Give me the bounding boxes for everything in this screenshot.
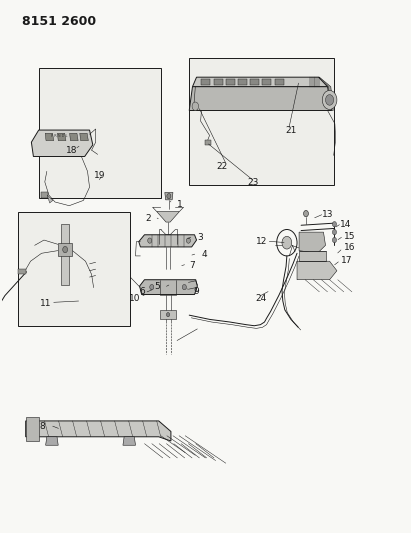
Bar bbox=[18, 212, 130, 326]
Polygon shape bbox=[58, 133, 66, 141]
Polygon shape bbox=[139, 235, 196, 247]
Polygon shape bbox=[275, 79, 284, 85]
Text: 22: 22 bbox=[216, 161, 227, 171]
Text: 15: 15 bbox=[344, 232, 356, 241]
Polygon shape bbox=[238, 79, 247, 85]
Text: 2: 2 bbox=[146, 214, 151, 223]
Text: 3: 3 bbox=[198, 233, 203, 242]
Polygon shape bbox=[299, 232, 326, 253]
Text: 16: 16 bbox=[344, 244, 356, 253]
Text: 17: 17 bbox=[341, 256, 353, 265]
Polygon shape bbox=[80, 133, 88, 141]
Polygon shape bbox=[45, 133, 54, 141]
Polygon shape bbox=[201, 79, 210, 85]
Polygon shape bbox=[165, 192, 173, 200]
Text: 6: 6 bbox=[140, 287, 145, 296]
Polygon shape bbox=[69, 133, 78, 141]
Text: 21: 21 bbox=[285, 126, 297, 134]
Circle shape bbox=[186, 238, 190, 243]
Circle shape bbox=[332, 237, 337, 243]
Polygon shape bbox=[263, 79, 271, 85]
Text: 9: 9 bbox=[194, 287, 199, 296]
Circle shape bbox=[192, 102, 199, 110]
Polygon shape bbox=[250, 79, 259, 85]
Circle shape bbox=[282, 236, 292, 249]
Bar bbox=[160, 310, 176, 319]
Polygon shape bbox=[297, 261, 337, 280]
Polygon shape bbox=[319, 77, 333, 110]
Circle shape bbox=[166, 312, 170, 317]
Text: 8151 2600: 8151 2600 bbox=[23, 15, 97, 28]
Text: 7: 7 bbox=[189, 261, 194, 270]
Polygon shape bbox=[192, 77, 328, 87]
Text: 12: 12 bbox=[256, 237, 267, 246]
Bar bbox=[58, 243, 72, 256]
Text: 5: 5 bbox=[154, 282, 159, 291]
Circle shape bbox=[332, 222, 337, 227]
Circle shape bbox=[150, 285, 154, 290]
Bar bbox=[61, 224, 69, 285]
Circle shape bbox=[63, 246, 67, 253]
Bar bbox=[18, 269, 25, 274]
Text: 19: 19 bbox=[94, 171, 106, 180]
Bar bbox=[39, 68, 161, 198]
Polygon shape bbox=[123, 437, 136, 445]
Polygon shape bbox=[25, 421, 171, 441]
Bar bbox=[25, 417, 39, 441]
Polygon shape bbox=[214, 79, 223, 85]
Polygon shape bbox=[46, 437, 58, 445]
Circle shape bbox=[326, 95, 334, 105]
Text: 14: 14 bbox=[340, 220, 351, 229]
Bar bbox=[205, 140, 211, 145]
Polygon shape bbox=[189, 87, 332, 110]
Circle shape bbox=[322, 91, 337, 109]
Circle shape bbox=[167, 193, 171, 199]
Text: 23: 23 bbox=[248, 179, 259, 188]
Circle shape bbox=[148, 238, 152, 243]
Polygon shape bbox=[31, 130, 93, 157]
Polygon shape bbox=[226, 79, 235, 85]
Text: 24: 24 bbox=[255, 294, 266, 303]
Circle shape bbox=[304, 211, 308, 217]
Bar bbox=[189, 58, 334, 184]
Bar bbox=[299, 251, 326, 261]
Polygon shape bbox=[47, 195, 53, 203]
Text: 13: 13 bbox=[322, 210, 333, 219]
Text: 10: 10 bbox=[129, 294, 141, 303]
Text: 18: 18 bbox=[65, 146, 77, 155]
Circle shape bbox=[182, 285, 186, 290]
Text: 4: 4 bbox=[202, 250, 208, 259]
Text: 11: 11 bbox=[40, 299, 52, 308]
Circle shape bbox=[332, 230, 337, 235]
Polygon shape bbox=[157, 212, 180, 222]
Text: P R N D L: P R N D L bbox=[51, 134, 67, 138]
Text: 1: 1 bbox=[178, 199, 183, 208]
Text: 8: 8 bbox=[39, 422, 45, 431]
Polygon shape bbox=[140, 280, 197, 295]
Bar bbox=[41, 192, 48, 198]
